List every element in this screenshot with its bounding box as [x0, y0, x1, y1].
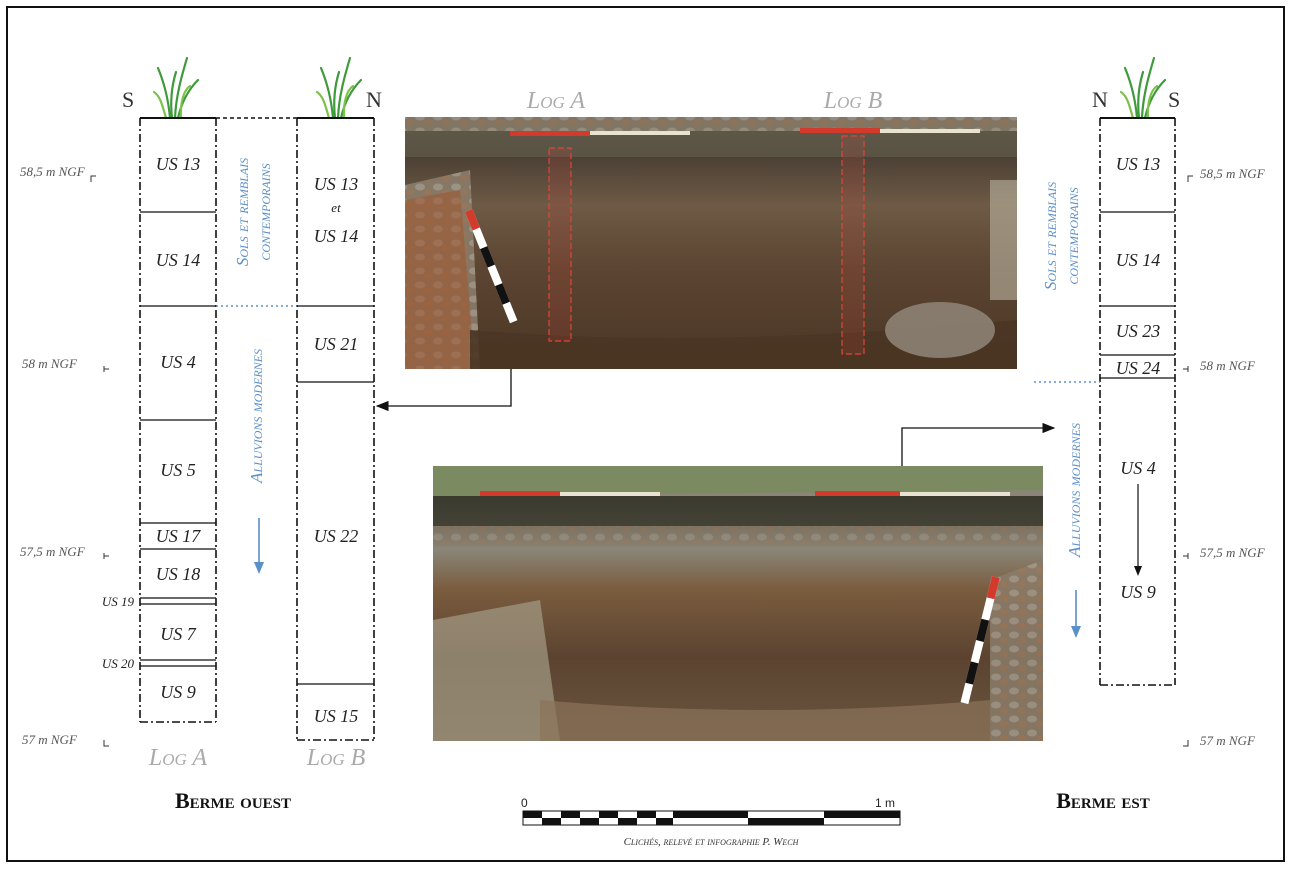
us-label: US 5: [160, 460, 196, 480]
down-arrow-icon: [1134, 484, 1142, 576]
log-a-strip: [548, 147, 572, 342]
berme-ouest-title: Berme ouest: [175, 788, 291, 813]
us-label: US 4: [1120, 458, 1156, 478]
tick-mark: [1187, 175, 1193, 182]
scale-bar: 0 1 m: [521, 796, 901, 826]
scale-end-label: 1 m: [875, 796, 895, 810]
tick-mark: [103, 366, 109, 372]
altitude-label: 58,5 m NGF: [1200, 166, 1266, 181]
us-label: US 19: [102, 594, 135, 609]
us-label: US 23: [1116, 321, 1161, 341]
tick-mark: [90, 175, 96, 182]
us-label: US 9: [160, 682, 196, 702]
altitude-label: 57 m NGF: [1200, 733, 1256, 748]
direction-s-west: S: [122, 87, 134, 112]
figure-frame: [6, 6, 1285, 862]
us-label: US 20: [102, 656, 135, 671]
scale-start-label: 0: [521, 796, 528, 810]
direction-s-east: S: [1168, 87, 1180, 112]
log-a-column: [139, 117, 217, 723]
altitude-label: 58 m NGF: [1200, 358, 1256, 373]
tick-mark: [1183, 740, 1189, 747]
zone-label-alluvions: Alluvions modernes: [1065, 423, 1084, 558]
us-label: US 21: [314, 334, 359, 354]
log-a-label: Log A: [148, 745, 207, 771]
log-b-strip: [841, 135, 865, 355]
altitude-label: 57,5 m NGF: [20, 544, 86, 559]
section-photo-bottom: [433, 466, 1043, 741]
berme-est-title: Berme est: [1056, 788, 1150, 813]
section-photo-top: [405, 117, 1017, 369]
log-b-column: [296, 117, 375, 741]
us-label: US 24: [1116, 358, 1161, 378]
grass-icon: [1119, 56, 1167, 120]
us-label: US 4: [160, 352, 196, 372]
us-label: et: [331, 200, 341, 215]
us-label: US 14: [314, 226, 359, 246]
us-label: US 17: [156, 526, 201, 546]
tick-mark: [103, 553, 109, 559]
tick-mark: [103, 740, 109, 747]
connector-arrow: [901, 422, 1056, 466]
photo-log-a-label: Log A: [526, 88, 585, 114]
us-label: US 14: [1116, 250, 1161, 270]
photo-log-b-label: Log B: [823, 88, 883, 114]
grass-icon: [315, 56, 363, 120]
altitude-label: 58,5 m NGF: [20, 164, 86, 179]
us-label: US 18: [156, 564, 201, 584]
log-b-label: Log B: [306, 745, 366, 771]
altitude-label: 57,5 m NGF: [1200, 545, 1266, 560]
direction-n-west: N: [366, 87, 382, 112]
down-arrow-icon: [1071, 590, 1081, 638]
zone-label-soils: Sols et remblais: [233, 158, 252, 266]
zone-label-soils: contemporains: [1063, 187, 1082, 284]
us-label: US 13: [156, 154, 201, 174]
us-label: US 13: [1116, 154, 1161, 174]
us-label: US 14: [156, 250, 201, 270]
credit-text: Clichés, relevé et infographie P. Wech: [624, 836, 800, 848]
zone-label-soils: Sols et remblais: [1041, 182, 1060, 290]
altitude-label: 57 m NGF: [22, 732, 78, 747]
zone-label-alluvions: Alluvions modernes: [247, 349, 266, 484]
us-label: US 22: [314, 526, 359, 546]
east-log-column: [1099, 117, 1176, 686]
grass-icon: [152, 56, 200, 120]
zone-label-soils: contemporains: [255, 163, 274, 260]
tick-mark: [1183, 553, 1189, 559]
altitude-label: 58 m NGF: [22, 356, 78, 371]
direction-n-east: N: [1092, 87, 1108, 112]
down-arrow-icon: [254, 518, 264, 574]
us-label: US 13: [314, 174, 359, 194]
us-label: US 15: [314, 706, 359, 726]
tick-mark: [1183, 366, 1189, 372]
us-label: US 9: [1120, 582, 1156, 602]
connector-arrow: [375, 369, 512, 412]
us-label: US 7: [160, 624, 196, 644]
